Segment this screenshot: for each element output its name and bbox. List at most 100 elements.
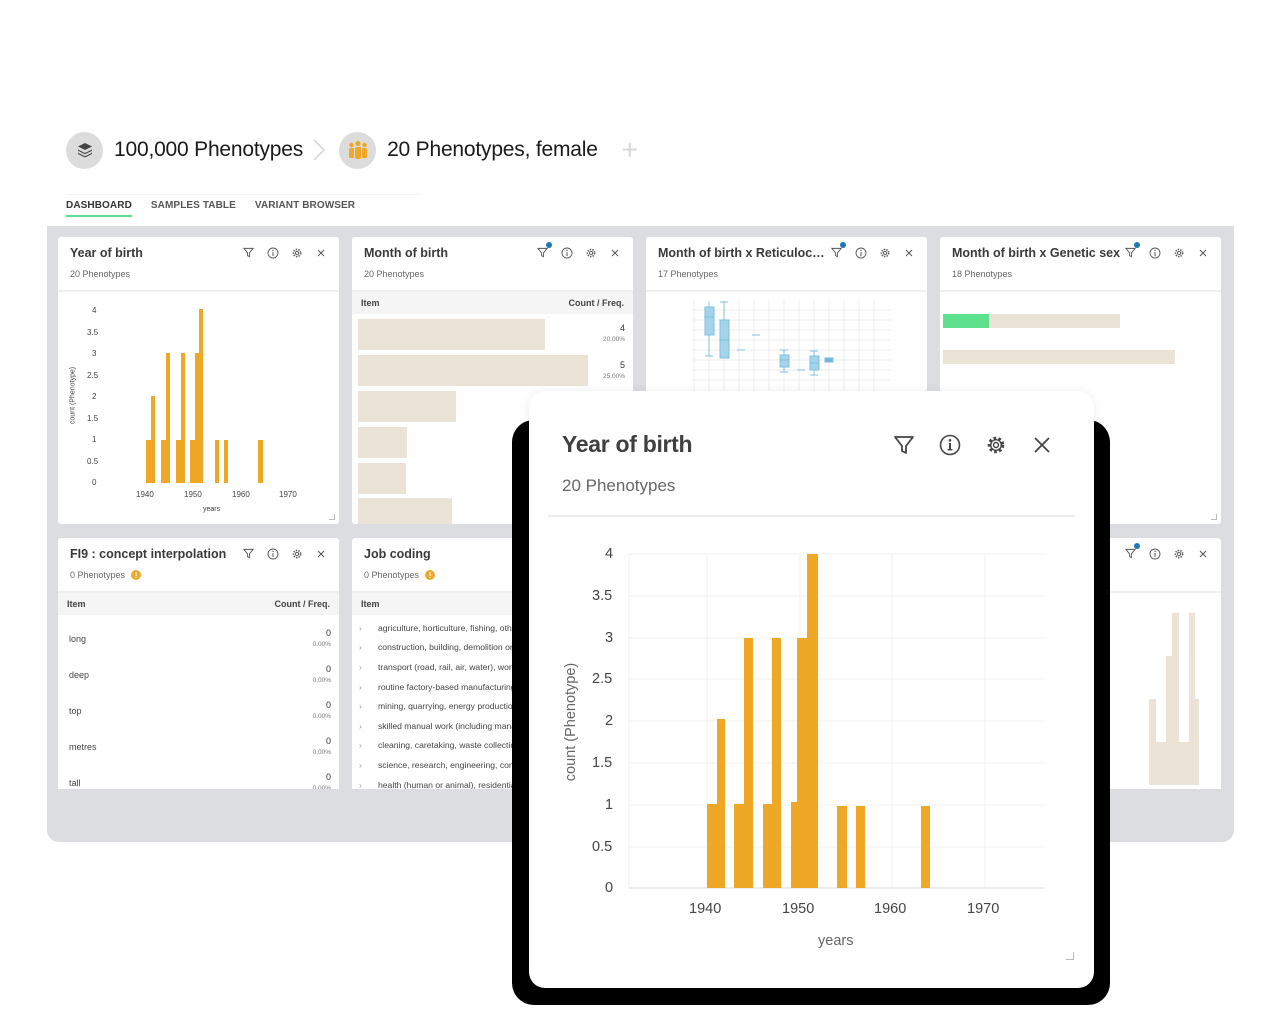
gear-icon[interactable] xyxy=(290,547,303,560)
list-item[interactable]: tall 0 0.00% xyxy=(69,772,331,789)
column-count: Count / Freq. xyxy=(568,298,625,308)
list-item[interactable]: › transport (road, rail, air, water), wor… xyxy=(352,657,633,677)
resize-handle[interactable] xyxy=(329,514,335,520)
close-icon[interactable] xyxy=(314,547,327,560)
chevron-right-icon: › xyxy=(359,759,362,770)
info-icon[interactable] xyxy=(560,246,573,259)
list-item[interactable]: › science, research, engineering, com xyxy=(352,755,633,775)
list-item[interactable]: deep 0 0.00% xyxy=(69,664,331,684)
add-cohort-button[interactable]: + xyxy=(621,134,639,165)
chevron-right-icon xyxy=(311,138,327,162)
chevron-right-icon: › xyxy=(359,720,362,731)
card-subtitle: 20 Phenotypes xyxy=(364,269,425,279)
row-count: 4 xyxy=(619,323,625,333)
gear-icon[interactable] xyxy=(878,246,891,259)
year-of-birth-mini-chart: 4 3.5 3 2.5 2 1.5 1 0.5 0 1940 1950 1960… xyxy=(58,292,339,524)
bar-row[interactable] xyxy=(358,463,406,494)
beige-histogram xyxy=(1149,613,1199,785)
breadcrumb-root[interactable]: 100,000 Phenotypes xyxy=(114,138,304,161)
breadcrumb-current[interactable]: 20 Phenotypes, female xyxy=(387,138,598,161)
close-icon[interactable] xyxy=(1196,246,1209,259)
card-title: Month of birth xyxy=(364,246,448,260)
bar-row[interactable] xyxy=(358,498,452,524)
resize-handle[interactable] xyxy=(1211,514,1217,520)
chevron-right-icon: › xyxy=(359,661,362,672)
gear-icon[interactable] xyxy=(984,433,1008,457)
x-axis-label: years xyxy=(203,506,221,513)
card-subtitle: 17 Phenotypes xyxy=(658,269,719,279)
boxplot-chart xyxy=(646,292,927,524)
info-icon[interactable] xyxy=(1148,547,1161,560)
filter-icon[interactable] xyxy=(242,547,255,560)
filter-active-icon[interactable] xyxy=(830,242,846,259)
warning-icon: ! xyxy=(425,570,436,580)
list-item[interactable]: top 0 0.00% xyxy=(69,700,331,720)
list-item[interactable]: long 0 0.00% xyxy=(69,628,331,648)
card-subtitle: 20 Phenotypes xyxy=(70,269,131,279)
gear-icon[interactable] xyxy=(1172,246,1185,259)
filter-active-icon[interactable] xyxy=(1124,242,1140,259)
column-count: Count / Freq. xyxy=(274,599,331,609)
chevron-right-icon: › xyxy=(359,622,362,633)
info-icon[interactable] xyxy=(266,547,279,560)
card-month-of-birth: Month of birth 20 Phenotypes Item Count … xyxy=(352,237,633,524)
gear-icon[interactable] xyxy=(290,246,303,259)
year-of-birth-chart: 4 3.5 3 2.5 2 1.5 1 0.5 0 1940 1950 1960… xyxy=(563,546,1044,949)
chevron-right-icon: › xyxy=(359,681,362,692)
filter-icon[interactable] xyxy=(242,246,255,259)
tab-bar: DASHBOARD SAMPLES TABLE VARIANT BROWSER xyxy=(66,194,420,217)
chevron-right-icon: › xyxy=(359,779,362,789)
filter-active-icon[interactable] xyxy=(536,242,552,259)
breadcrumb: 100,000 Phenotypes 20 Phenotypes, female… xyxy=(66,131,638,169)
info-icon[interactable] xyxy=(1148,246,1161,259)
row-freq: 20.00% xyxy=(602,336,625,343)
list-item[interactable]: › cleaning, caretaking, waste collectio xyxy=(352,736,633,756)
list-item[interactable]: metres 0 0.00% xyxy=(69,736,331,756)
row-freq: 25.00% xyxy=(602,373,625,380)
people-icon[interactable] xyxy=(339,131,377,169)
filter-icon[interactable] xyxy=(892,433,916,457)
bar-row[interactable] xyxy=(358,391,456,422)
gear-icon[interactable] xyxy=(584,246,597,259)
card-title: Year of birth xyxy=(70,246,143,260)
bar-row[interactable] xyxy=(358,427,407,458)
bar-row[interactable] xyxy=(358,319,545,350)
close-icon[interactable] xyxy=(902,246,915,259)
info-icon[interactable] xyxy=(938,433,962,457)
year-of-birth-expanded-card: Year of birth 20 Phenotypes 4 3.5 3 2. xyxy=(529,391,1094,988)
resize-handle[interactable] xyxy=(1066,952,1074,960)
chevron-right-icon: › xyxy=(359,740,362,751)
bar-row[interactable] xyxy=(358,355,588,386)
list-item[interactable]: › routine factory-based manufacturing xyxy=(352,677,633,697)
card-title: Month of birth x Reticulocy... xyxy=(658,246,828,260)
job-list: › agriculture, horticulture, fishing, oth… xyxy=(352,615,633,789)
close-icon[interactable] xyxy=(1196,547,1209,560)
column-item: Item xyxy=(67,599,86,609)
close-icon[interactable] xyxy=(314,246,327,259)
info-icon[interactable] xyxy=(854,246,867,259)
close-icon[interactable] xyxy=(1030,433,1054,457)
layers-icon[interactable] xyxy=(66,131,103,169)
x-axis-label: years xyxy=(818,933,854,949)
gear-icon[interactable] xyxy=(1172,547,1185,560)
tab-samples-table[interactable]: SAMPLES TABLE xyxy=(150,200,236,211)
chevron-right-icon: › xyxy=(359,701,362,712)
filter-active-icon[interactable] xyxy=(1124,543,1140,560)
card-year-of-birth: Year of birth 20 Phenotypes 4 3.5 xyxy=(58,237,339,524)
card-subtitle: 0 Phenotypes xyxy=(364,570,420,580)
popup-title: Year of birth xyxy=(562,431,693,457)
list-item[interactable]: › agriculture, horticulture, fishing, oth… xyxy=(352,618,633,638)
tab-variant-browser[interactable]: VARIANT BROWSER xyxy=(254,200,356,211)
bar-segment-female[interactable] xyxy=(943,314,989,328)
list-item[interactable]: › construction, building, demolition or xyxy=(352,638,633,658)
table-header: Item Count / Freq. xyxy=(58,593,339,615)
list-item[interactable]: › mining, quarrying, energy production xyxy=(352,696,633,716)
bar-row[interactable] xyxy=(943,350,1175,364)
list-item[interactable]: › health (human or animal), residential xyxy=(352,775,633,789)
chevron-right-icon: › xyxy=(359,642,362,653)
tab-dashboard[interactable]: DASHBOARD xyxy=(66,200,132,217)
y-axis-label: count (Phenotype) xyxy=(69,366,77,425)
list-item[interactable]: › skilled manual work (including mana xyxy=(352,716,633,736)
info-icon[interactable] xyxy=(266,246,279,259)
close-icon[interactable] xyxy=(608,246,621,259)
